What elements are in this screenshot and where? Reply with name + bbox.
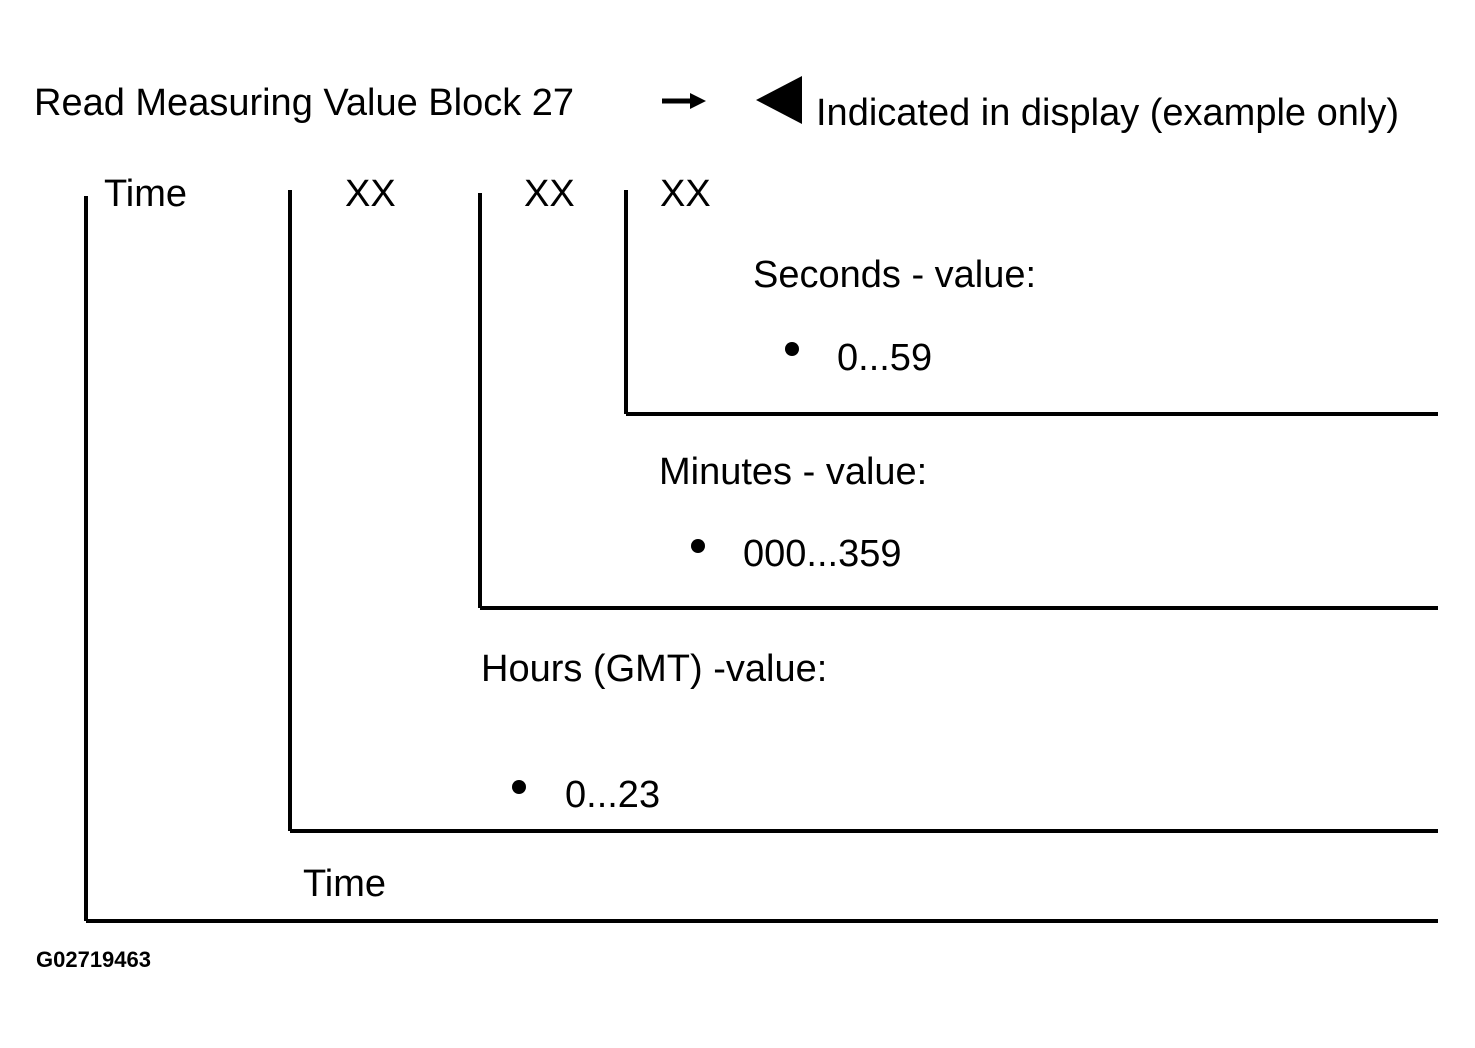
footer-label: Time [303,863,386,905]
section-title: Hours (GMT) -value: [481,648,827,690]
display-label: Time [104,173,187,215]
brackets [84,190,1438,923]
bullet [691,539,705,553]
arrow [662,93,706,109]
display-icon [756,76,802,124]
figure-code: G02719463 [36,947,151,972]
field: XX [345,173,396,215]
section-range: 000...359 [743,533,901,575]
field: XX [524,173,575,215]
legend: Indicated in display (example only) [816,92,1399,134]
section-range: 0...23 [565,774,660,816]
field: XX [660,173,711,215]
title: Read Measuring Value Block 27 [34,82,574,124]
bullet [512,780,526,794]
section-title: Seconds - value: [753,254,1036,296]
section-title: Minutes - value: [659,451,927,493]
bullet [785,342,799,356]
section-range: 0...59 [837,337,932,379]
